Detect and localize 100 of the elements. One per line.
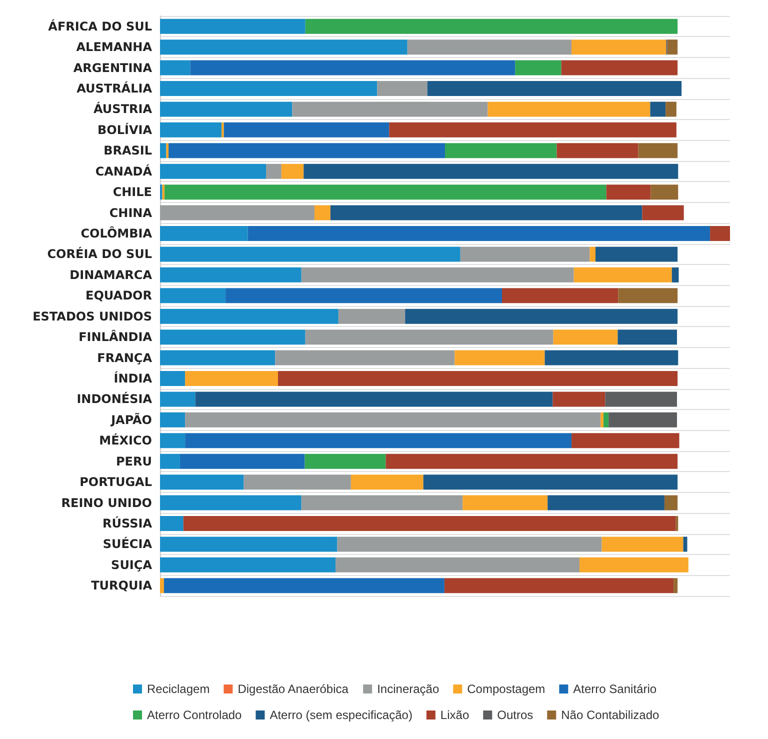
legend-label: Aterro Controlado (147, 708, 242, 722)
bar (710, 226, 730, 241)
bar (301, 495, 463, 510)
bar (160, 557, 336, 572)
y-tick-label: FRANÇA (97, 350, 153, 365)
bar (190, 60, 516, 76)
y-tick-label: CANADÁ (95, 163, 153, 178)
bar (160, 433, 186, 448)
bar (561, 60, 678, 76)
y-tick-label: ÁFRICA DO SUL (48, 18, 152, 34)
legend-label: Digestão Anaeróbica (238, 682, 349, 696)
bar (664, 495, 678, 510)
bar (338, 308, 406, 324)
bar (674, 578, 678, 594)
bar (160, 267, 302, 282)
bar (224, 122, 390, 138)
bar (595, 246, 678, 262)
bar (330, 205, 642, 220)
bar (160, 288, 226, 304)
y-tick-label: BRASIL (104, 144, 152, 158)
bar (556, 143, 638, 158)
bar (606, 184, 651, 200)
bar (185, 371, 278, 386)
bar (603, 412, 609, 428)
bar (160, 330, 306, 345)
y-tick-label: SUÉCIA (102, 536, 153, 552)
bar (548, 495, 664, 510)
bar (572, 433, 680, 448)
bar (160, 412, 186, 428)
bar (160, 516, 184, 531)
y-tick-label: ESTADOS UNIDOS (32, 309, 152, 324)
bar (160, 578, 164, 594)
y-tick-label: COLÔMBIA (80, 226, 153, 240)
bar (683, 536, 688, 552)
bar (580, 557, 688, 572)
y-tick-label: RÚSSIA (102, 516, 153, 530)
bar (180, 454, 305, 469)
y-tick-label: INDONÉSIA (76, 391, 153, 406)
bar (618, 330, 677, 345)
bar (618, 288, 678, 304)
bar (572, 40, 666, 55)
y-tick-label: ARGENTINA (73, 60, 153, 75)
legend-label: Aterro Sanitário (573, 682, 657, 696)
bar (445, 143, 557, 158)
y-tick-label: CORÉIA DO SUL (47, 246, 152, 262)
bar (160, 392, 196, 407)
bar (164, 184, 606, 200)
bar (423, 474, 678, 490)
bar (160, 246, 460, 262)
bar (590, 246, 596, 262)
bar (164, 578, 444, 594)
bar (444, 578, 674, 594)
bar (515, 60, 562, 76)
bar (672, 267, 679, 282)
bar (160, 226, 248, 241)
bar (304, 164, 678, 179)
bar (544, 350, 678, 366)
legend-label: Incineração (377, 682, 440, 696)
bar (185, 433, 572, 448)
bar (160, 122, 222, 138)
bar (650, 102, 666, 117)
bar (160, 81, 378, 96)
bar (574, 267, 672, 282)
bar (160, 40, 408, 55)
bar (605, 392, 677, 407)
y-tick-label: PERU (116, 454, 152, 468)
legend-label: Lixão (440, 708, 470, 722)
bar (160, 454, 180, 469)
legend-label: Outros (497, 708, 534, 722)
y-tick-label: ALEMANHA (76, 40, 153, 54)
legend-label: Aterro (sem especificação) (270, 708, 412, 722)
y-tick-label: FINLÂNDIA (78, 329, 153, 344)
bar (314, 205, 330, 220)
bar (304, 454, 386, 469)
bar (553, 330, 618, 345)
bar (248, 226, 710, 241)
y-tick-label: DINAMARCA (70, 268, 153, 282)
bar (266, 164, 282, 179)
y-tick-label: TURQUIA (91, 578, 153, 593)
bar (650, 184, 678, 200)
bar (305, 330, 554, 345)
bar (638, 143, 678, 158)
bar (667, 40, 678, 55)
legend-label: Reciclagem (147, 682, 210, 696)
bar (462, 495, 548, 510)
bar (195, 392, 553, 407)
bar (160, 164, 266, 179)
bar (460, 246, 590, 262)
legend-label: Compostagem (467, 682, 546, 696)
bar (160, 350, 276, 366)
y-tick-label: CHILE (112, 185, 152, 200)
bar (226, 288, 502, 304)
bar (160, 205, 314, 220)
bar (502, 288, 618, 304)
bar (292, 102, 488, 117)
bar (405, 308, 678, 324)
y-tick-label: SUIÇA (111, 558, 153, 572)
bar (160, 308, 338, 324)
y-tick-label: CHINA (109, 206, 153, 220)
bar (278, 371, 678, 386)
